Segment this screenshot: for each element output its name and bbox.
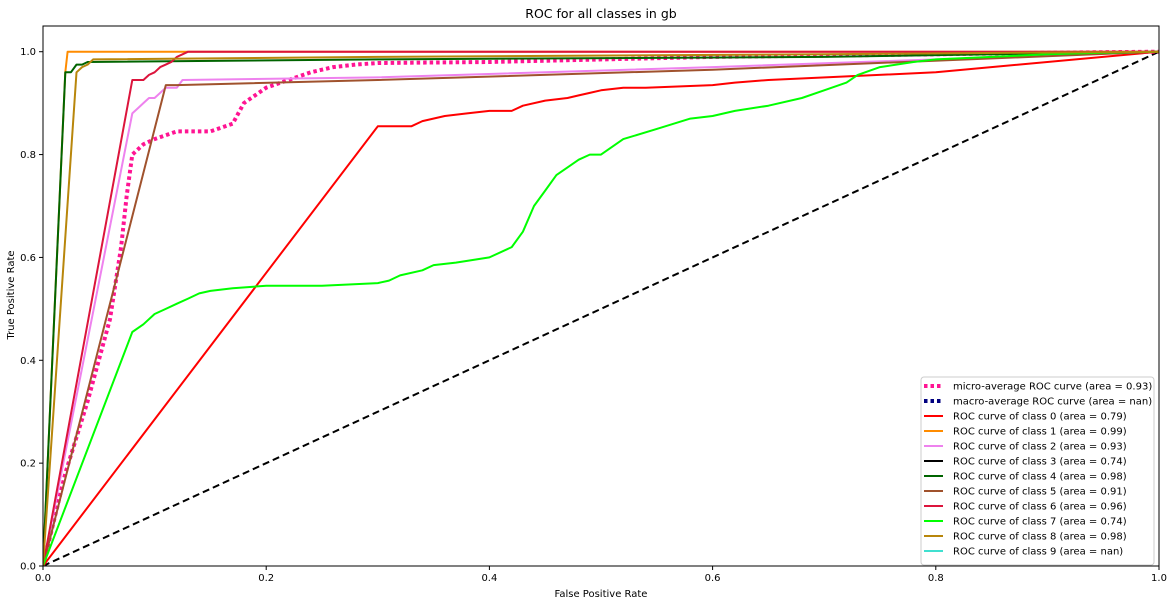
series-line-4 — [43, 50, 1159, 566]
legend-label: ROC curve of class 4 (area = 0.98) — [953, 472, 1127, 483]
series-line-9 — [43, 50, 1159, 566]
x-tick-label: 0.8 — [928, 573, 944, 584]
legend-label: ROC curve of class 1 (area = 0.99) — [953, 427, 1127, 438]
x-tick-label: 0.0 — [35, 573, 51, 584]
series-line-6 — [43, 50, 1159, 566]
legend-box — [920, 376, 1155, 566]
legend-label: ROC curve of class 6 (area = 0.96) — [953, 502, 1127, 513]
x-tick-label: 0.4 — [481, 573, 497, 584]
legend-label: micro-average ROC curve (area = 0.93) — [953, 382, 1152, 393]
series-line-0 — [43, 49, 1159, 566]
series-line-10 — [43, 50, 1159, 566]
legend-label: ROC curve of class 5 (area = 0.91) — [953, 487, 1127, 498]
y-tick-label: 0.6 — [20, 253, 36, 264]
plot-area: 0.0 0.2 0.4 0.6 0.8 1.0 0.0 0.2 0.4 0.6 0.8 1.0 — [20, 25, 1167, 584]
axes-frame — [42, 25, 1160, 567]
chart-title: ROC for all classes in gb — [525, 6, 676, 21]
legend-label: ROC curve of class 2 (area = 0.93) — [953, 442, 1127, 453]
y-tick-label: 0.8 — [20, 150, 36, 161]
legend-label: ROC curve of class 3 (area = 0.74) — [953, 457, 1127, 468]
y-tick-label: 0.0 — [20, 562, 36, 573]
series-line-2 — [43, 50, 1159, 566]
y-tick-label: 1.0 — [20, 47, 36, 58]
x-tick-label: 0.2 — [258, 573, 274, 584]
series-line-8 — [43, 50, 1159, 566]
legend-label: ROC curve of class 0 (area = 0.79) — [953, 412, 1127, 423]
x-tick-label: 0.6 — [705, 573, 721, 584]
legend-label: ROC curve of class 7 (area = 0.74) — [953, 517, 1127, 528]
legend-label: ROC curve of class 9 (area = nan) — [953, 547, 1123, 558]
legend: micro-average ROC curve (area = 0.93) mac… — [920, 376, 1155, 566]
legend-label: ROC curve of class 8 (area = 0.98) — [953, 532, 1127, 543]
series-line-7 — [43, 50, 1159, 566]
chance-diagonal-line — [43, 50, 1159, 566]
y-tick-label: 0.4 — [20, 356, 36, 367]
y-tick-label: 0.2 — [20, 459, 36, 470]
x-axis-label: False Positive Rate — [555, 589, 648, 600]
x-tick-label: 1.0 — [1151, 573, 1167, 584]
legend-label: macro-average ROC curve (area = nan) — [953, 397, 1152, 408]
y-axis-label: True Positive Rate — [6, 250, 17, 340]
